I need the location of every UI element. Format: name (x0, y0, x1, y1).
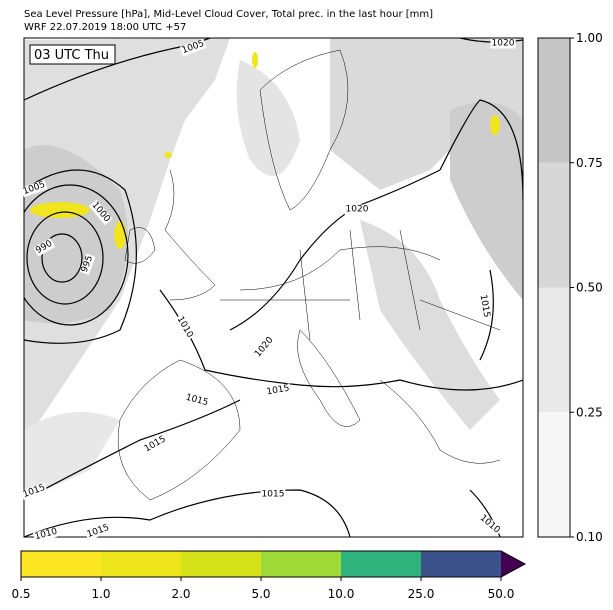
precip-colorbar-segment (101, 551, 182, 577)
contour-label-bg (174, 313, 196, 341)
cloud-colorbar-segment (538, 38, 570, 163)
contour-label-bg (79, 253, 96, 275)
cloud-colorbar-tick-label: 1.00 (576, 31, 603, 45)
contour-label-bg (260, 489, 286, 500)
contour-label-bg (88, 199, 113, 226)
precip-colorbar-tick-label: 50.0 (488, 587, 515, 601)
contour-label: 1015 (262, 490, 285, 500)
precip-colorbar-segment (21, 551, 102, 577)
contour-label-bg (32, 526, 60, 543)
cloud-colorbar-segment (538, 287, 570, 413)
contour-label-bg (477, 292, 492, 320)
contour-label-bg (252, 334, 277, 361)
contour-label-bg (20, 482, 48, 501)
contour-label: 1020 (346, 205, 369, 215)
contour-label-bg (33, 238, 56, 257)
cloud-colorbar-segment (538, 162, 570, 288)
contour-label-bg (344, 204, 370, 215)
precip-colorbar-tick-label: 10.0 (328, 587, 355, 601)
contour-label-bg (84, 522, 112, 541)
cloud-colorbar-tick-label: 0.50 (576, 281, 603, 295)
precip-colorbar-tick-label: 25.0 (408, 587, 435, 601)
map: 03 UTC Thu (23, 37, 524, 538)
time-label-box (29, 44, 116, 65)
contour-label-bg (20, 179, 48, 198)
precip-colorbar-tick-label: 0.5 (11, 587, 30, 601)
contour-label-bg (183, 392, 211, 409)
contour-label: 1020 (492, 39, 515, 49)
precip-colorbar-tick-label: 1.0 (91, 587, 110, 601)
precip-colorbar-segment (181, 551, 262, 577)
cloud-colorbar-tick-label: 0.10 (576, 530, 603, 544)
cloud-colorbar-tick-label: 0.75 (576, 156, 603, 170)
precip-colorbar-segment (421, 551, 502, 577)
contour-label-bg (179, 38, 207, 57)
precip-colorbar-extend (501, 551, 525, 577)
precip-colorbar-tick-label: 5.0 (251, 587, 270, 601)
contour-label-bg (141, 433, 169, 455)
subtitle: WRF 22.07.2019 18:00 UTC +57 (24, 22, 186, 33)
map-frame (23, 37, 524, 538)
contour-label-bg (476, 512, 503, 537)
isobars (24, 38, 523, 537)
time-label: 03 UTC Thu (34, 48, 109, 63)
contour-label: 1015 (266, 384, 290, 398)
contour-label: 1015 (478, 294, 492, 318)
contour-label-bg (264, 383, 292, 398)
precip-colorbar-frame (20, 550, 527, 578)
title: Sea Level Pressure [hPa], Mid-Level Clou… (24, 9, 433, 20)
cloud-colorbar-segment (538, 412, 570, 537)
precip-colorbar-segment (261, 551, 342, 577)
precip-colorbar-tick-label: 2.0 (171, 587, 190, 601)
precip-colorbar-segment (341, 551, 422, 577)
cloud-colorbar-tick-label: 0.25 (576, 405, 603, 419)
contour-label-bg (490, 38, 516, 49)
coastlines (117, 49, 501, 501)
